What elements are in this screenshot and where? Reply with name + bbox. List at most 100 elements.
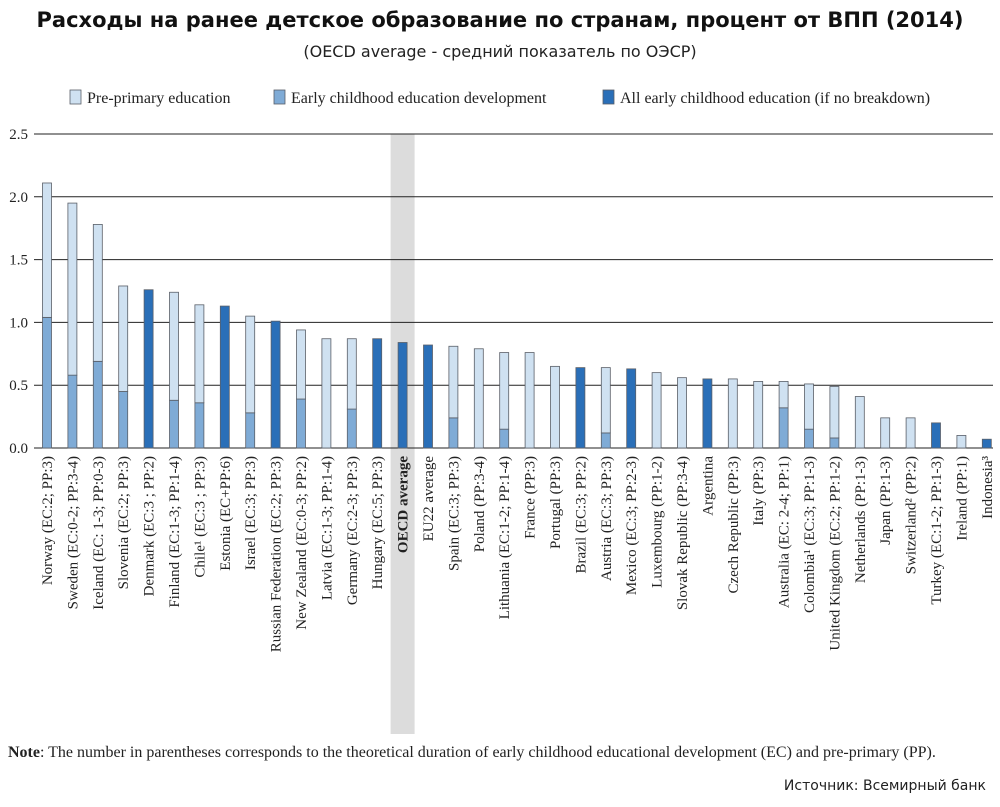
bar-all-early-childhood (626, 368, 637, 449)
x-tick-label: Finland (EC:1-3; PP:1-4) (167, 456, 183, 608)
bar-pre-primary (905, 417, 916, 449)
bar-pre-primary (753, 381, 764, 449)
legend-swatch-all (602, 89, 615, 105)
label-layer: Norway (EC:2; PP:3) Sweden (EC:0-2; PP:3-… (40, 455, 996, 652)
bar-pre-primary (245, 315, 256, 414)
bar-all-early-childhood (143, 289, 154, 449)
x-tick-label: Colombia¹ (EC:3; PP:1-3) (802, 456, 818, 613)
bar-early-childhood (245, 412, 256, 449)
bar-pre-primary (829, 386, 840, 439)
x-tick-label: EU22 average (421, 456, 437, 542)
bar-pre-primary (92, 224, 103, 362)
note-text: : The number in parentheses corresponds … (39, 744, 936, 761)
x-tick-label: Lithuania (EC:1-2; PP:1-4) (497, 456, 513, 619)
bar-early-childhood (169, 399, 179, 449)
x-tick-label: Luxembourg (PP:1-2) (650, 456, 666, 588)
x-tick-label: Brazil (EC:3; PP:2) (573, 456, 589, 574)
bar-pre-primary (880, 417, 891, 449)
bar-all-early-childhood (575, 367, 586, 449)
x-tick-label: Germany (EC:2-3; PP:3) (345, 456, 361, 605)
bar-early-childhood (92, 360, 103, 449)
bar-pre-primary (956, 435, 967, 449)
y-tick-label: 1.5 (9, 253, 28, 269)
x-tick-label: Hungary (EC:5; PP:3) (370, 456, 386, 589)
bar-pre-primary (194, 304, 205, 404)
bar-pre-primary (473, 348, 484, 449)
legend-label-all: All early childhood education (if no bre… (620, 90, 930, 107)
y-tick-label: 1.0 (9, 315, 28, 331)
x-tick-label: Spain (EC:3; PP:3) (446, 456, 462, 571)
x-tick-label: Netherlands (PP:1-3) (853, 456, 869, 583)
bar-pre-primary (804, 383, 814, 430)
x-tick-label: Portugal (PP:3) (548, 456, 564, 549)
bar-pre-primary (296, 329, 306, 400)
bar-pre-primary (524, 352, 535, 449)
bar-all-early-childhood (981, 438, 992, 449)
x-tick-label: Mexico (EC:3; PP:2-3) (624, 456, 640, 595)
bar-all-early-childhood (372, 338, 383, 449)
x-tick-label: Switzerland² (PP:2) (904, 456, 920, 574)
bar-early-childhood (118, 391, 129, 449)
x-tick-label: Slovenia (EC:2; PP:3) (116, 456, 132, 589)
x-tick-label: Turkey (EC:1-2; PP:1-3) (929, 456, 945, 605)
x-tick-label: New Zealand (EC:0-3; PP:2) (294, 456, 310, 630)
bar-pre-primary (499, 352, 510, 430)
bar-early-childhood (600, 432, 611, 449)
y-tick-label: 2.0 (9, 190, 28, 206)
bar-early-childhood (829, 437, 840, 449)
bar-early-childhood (194, 402, 205, 449)
x-tick-label: Japan (PP:1-3) (878, 456, 894, 545)
bar-pre-primary (448, 345, 459, 419)
x-tick-label: Slovak Republic (PP:3-4) (675, 456, 691, 610)
legend: Pre-primary education Early childhood edu… (69, 89, 930, 107)
x-tick-label: Estonia (EC+PP:6) (218, 456, 234, 571)
bar-all-early-childhood (270, 320, 281, 449)
x-tick-label: United Kingdom (EC:2; PP:1-2) (827, 456, 843, 651)
chart-subtitle: (OECD average - средний показатель по ОЭ… (303, 42, 697, 61)
x-tick-label: Indonesia³ (980, 455, 996, 518)
bar-pre-primary (169, 291, 179, 401)
x-tick-label: Chile¹ (EC:3 ; PP:3) (192, 456, 208, 578)
bar-pre-primary (727, 378, 738, 449)
source-credit: Источник: Всемирный банк (783, 778, 986, 794)
legend-swatch-ec (273, 89, 286, 105)
bar-early-childhood (67, 374, 78, 449)
x-tick-label: Denmark (EC:3 ; PP:2) (142, 456, 158, 596)
legend-swatch-pp (69, 89, 82, 105)
grid-layer: 0.0 0.5 1.0 1.5 2.0 2.5 (9, 127, 993, 457)
chart-title: Расходы на ранее детское образование по … (36, 8, 964, 32)
bar-early-childhood (346, 408, 357, 449)
bar-early-childhood (804, 428, 814, 449)
x-tick-label: Ireland (PP:1) (954, 456, 970, 541)
bar-all-early-childhood (702, 378, 713, 449)
x-tick-label: OECD average (396, 456, 412, 553)
bar-all-early-childhood (219, 305, 230, 449)
bar-pre-primary (854, 396, 865, 449)
bar-pre-primary (677, 377, 687, 449)
bar-pre-primary (321, 338, 332, 449)
bar-all-early-childhood (931, 422, 941, 449)
chart-note: Note: The number in parentheses correspo… (8, 744, 998, 762)
bar-pre-primary (778, 381, 789, 409)
y-tick-label: 2.5 (9, 127, 28, 143)
bar-pre-primary (118, 285, 129, 392)
y-tick-label: 0.0 (9, 441, 28, 457)
bar-layer (42, 182, 992, 449)
bar-early-childhood (42, 316, 52, 449)
x-tick-label: Sweden (EC:0-2; PP:3-4) (65, 456, 81, 609)
x-tick-label: Israel (EC:3; PP:3) (243, 456, 259, 570)
bar-early-childhood (499, 428, 510, 449)
x-tick-label: Czech Republic (PP:3) (726, 456, 742, 593)
bar-pre-primary (346, 338, 357, 410)
x-tick-label: Latvia (EC:1-3; PP:1-4) (319, 456, 335, 600)
bar-pre-primary (550, 365, 560, 449)
x-tick-label: Austria (EC:3; PP:3) (599, 456, 615, 581)
x-tick-label: France (PP:3) (523, 456, 539, 539)
x-tick-label: Australia (EC: 2-4; PP:1) (777, 456, 793, 608)
x-tick-label: Norway (EC:2; PP:3) (40, 456, 56, 585)
bar-pre-primary (600, 367, 611, 434)
x-tick-label: Argentina (700, 456, 716, 516)
bar-all-early-childhood (423, 344, 433, 449)
note-label: Note (8, 744, 40, 761)
y-tick-label: 0.5 (9, 378, 28, 394)
